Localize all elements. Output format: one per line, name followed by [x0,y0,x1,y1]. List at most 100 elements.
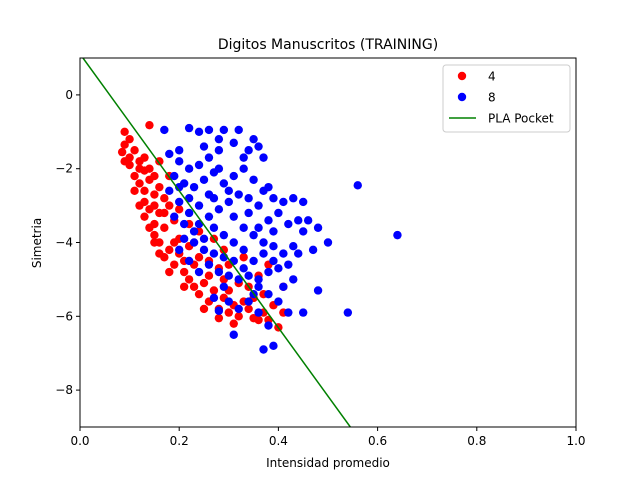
data-point-series-8 [294,249,303,258]
data-point-series-4 [204,271,214,280]
x-axis-label: Intensidad promedio [266,456,390,470]
data-point-series-4 [155,249,164,258]
data-point-series-4 [194,253,204,262]
data-point-series-4 [120,127,129,136]
data-point-series-4 [175,205,184,214]
data-point-series-8 [165,149,174,159]
data-point-series-8 [184,194,194,203]
data-point-series-8 [249,230,258,240]
data-point-series-4 [140,212,149,221]
data-point-series-8 [175,197,184,207]
data-point-series-8 [189,182,199,192]
data-point-series-8 [239,245,248,255]
data-point-series-8 [274,208,283,218]
data-point-series-8 [239,164,248,173]
legend-marker [457,71,467,81]
data-point-series-8 [289,194,298,203]
data-point-series-4 [189,282,199,291]
data-point-series-4 [214,313,224,323]
data-point-series-8 [219,125,229,135]
series-line-pla-pocket [82,58,351,427]
legend-marker [457,92,467,102]
data-point-series-8 [209,293,219,303]
data-point-series-8 [393,230,402,240]
data-point-series-4 [150,230,159,240]
data-point-series-8 [214,164,224,173]
data-point-series-8 [274,264,283,273]
data-point-series-4 [125,153,134,162]
data-point-series-4 [165,267,174,277]
data-point-series-8 [269,194,278,203]
data-point-series-8 [204,153,214,162]
data-point-series-4 [125,134,134,144]
data-point-series-8 [229,238,238,247]
data-point-series-8 [244,271,253,280]
data-point-series-4 [150,201,159,210]
data-point-series-4 [209,286,219,295]
data-point-series-8 [313,286,323,295]
data-point-series-8 [204,212,214,221]
legend-label: PLA Pocket [488,112,554,126]
legend-label: 8 [488,91,496,105]
data-point-series-8 [165,186,174,196]
data-point-series-8 [204,125,214,135]
data-point-series-8 [214,306,224,315]
data-point-series-8 [199,175,209,184]
data-point-series-8 [229,171,238,181]
x-tick-label: 0.6 [368,434,387,448]
data-point-series-8 [194,267,204,277]
data-point-series-8 [254,223,263,232]
legend-label: 4 [488,70,496,84]
y-tick-label: −8 [55,383,73,397]
data-point-series-4 [145,120,154,130]
x-tick-label: 0.8 [467,434,486,448]
data-point-series-4 [135,179,144,188]
data-point-series-8 [249,175,258,184]
data-point-series-4 [239,253,248,262]
data-point-series-8 [254,308,263,317]
data-point-series-4 [194,289,204,299]
data-point-series-8 [239,223,248,232]
x-tick-label: 0.4 [269,434,288,448]
data-point-series-8 [214,134,224,144]
data-point-series-8 [199,142,209,151]
data-point-series-8 [264,267,273,277]
data-point-series-8 [170,212,179,221]
data-point-series-8 [224,197,233,207]
data-point-series-8 [244,297,253,306]
data-point-series-8 [214,205,224,214]
data-point-series-4 [170,238,179,247]
data-point-series-8 [184,256,194,266]
data-point-series-8 [254,201,263,210]
data-point-series-8 [209,194,219,203]
data-point-series-8 [259,153,268,162]
data-point-series-8 [323,238,333,247]
data-point-series-8 [170,171,179,181]
data-point-series-8 [184,208,194,218]
data-point-series-8 [175,245,184,255]
data-point-series-8 [279,197,288,207]
data-point-series-4 [140,186,149,196]
data-point-series-4 [155,182,164,192]
data-point-series-8 [234,125,243,135]
data-point-series-8 [224,186,233,196]
x-tick-label: 1.0 [566,434,585,448]
x-tick-label: 0.0 [70,434,89,448]
data-point-series-8 [175,182,184,192]
data-point-series-4 [224,308,233,317]
data-point-series-8 [269,341,278,351]
data-point-series-4 [199,304,209,314]
data-point-series-8 [194,201,204,210]
data-point-series-8 [214,267,224,277]
data-point-series-8 [254,275,263,284]
data-point-series-8 [234,304,243,314]
data-point-series-8 [189,238,199,247]
data-point-series-8 [289,275,298,284]
data-point-series-8 [294,216,303,225]
data-point-series-8 [229,212,238,221]
data-point-series-8 [224,271,233,280]
data-point-series-4 [130,171,139,181]
data-point-series-4 [125,160,134,170]
plot-area [82,58,402,427]
data-point-series-4 [199,278,209,288]
